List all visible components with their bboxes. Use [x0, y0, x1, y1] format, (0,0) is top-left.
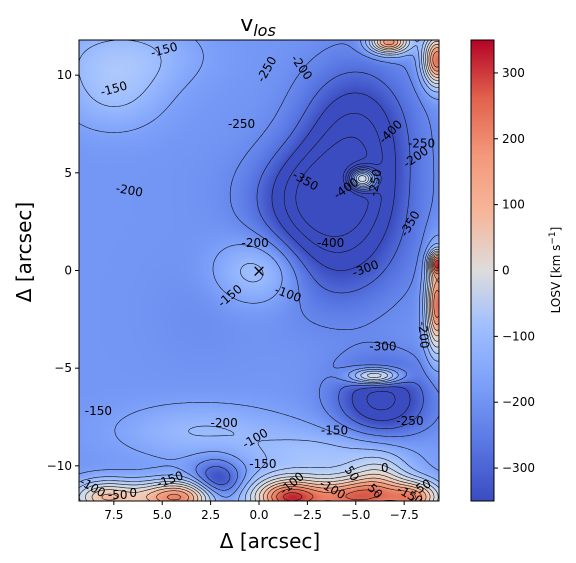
contour-label: -300 [369, 340, 396, 354]
y-tick-label: 10 [57, 68, 72, 82]
x-tick-label: 5.0 [153, 508, 172, 522]
x-tick-label: 0.0 [249, 508, 268, 522]
contour-label: -250 [396, 414, 423, 428]
contour-line [79, 40, 439, 501]
y-tick-label: −10 [47, 459, 72, 473]
contour-line [91, 40, 439, 501]
colorbar-tick-label: 0 [502, 264, 510, 278]
contour-line [79, 40, 439, 501]
contour-label: -150 [321, 424, 348, 438]
contour-line [205, 71, 424, 485]
contour-line [101, 40, 439, 501]
y-tick-label: −5 [54, 361, 72, 375]
contour-label: 0 [129, 486, 137, 500]
x-tick-label: 7.5 [104, 508, 123, 522]
chart-title: vlos [240, 12, 276, 40]
contour-label: -250 [366, 168, 385, 197]
contour-label: -150 [85, 404, 112, 418]
contour-line [276, 258, 439, 501]
y-tick-label: 0 [64, 264, 72, 278]
contour-label: -150 [99, 79, 129, 100]
contour-label: -200 [211, 416, 238, 430]
contour-label: -250 [228, 117, 255, 131]
contour-line [156, 40, 439, 501]
colorbar-tick-label: −100 [502, 329, 535, 343]
heatmap-image [79, 40, 439, 501]
contour-line [283, 113, 396, 411]
y-tick-label: 5 [64, 166, 72, 180]
x-tick-label: −2.5 [293, 508, 322, 522]
contour-line [271, 92, 411, 421]
contour-label: -50 [108, 488, 128, 502]
colorbar-tick-label: 200 [502, 132, 525, 146]
heatmap-area: -150-250 -200-150-250 -400 -250-200-200 -350… [79, 40, 439, 502]
contour-label: -200 [115, 181, 144, 200]
x-tick-label: −7.5 [390, 508, 419, 522]
x-axis: 7.5 5.0 2.5 0.0 −2.5 −5.0 −7.5 [104, 501, 419, 522]
y-axis: 10 5 0 −5 −10 [47, 68, 79, 473]
contour-label: -200 [242, 236, 269, 250]
contour-label: -250 [408, 137, 435, 151]
contour-label: -200 [415, 321, 431, 349]
contour-line [295, 136, 369, 237]
center-marker: × [252, 262, 266, 282]
colorbar-tick-label: −300 [502, 461, 535, 475]
colorbar-tick-label: 100 [502, 198, 525, 212]
contour-line [85, 40, 439, 501]
colorbar-ticks: 300 200 100 0 −100 −200 −300 [494, 66, 535, 475]
x-axis-title: Δ [arcsec] [220, 529, 320, 553]
colorbar-label: LOSV [km s−1] [548, 227, 563, 314]
colorbar-tick-label: 300 [502, 66, 525, 80]
contour-label: 0 [381, 461, 389, 475]
x-tick-label: −5.0 [341, 508, 370, 522]
y-axis-title: Δ [arcsec] [12, 202, 36, 302]
contour-label: -400 [317, 236, 344, 250]
colorbar-tick-label: −200 [502, 395, 535, 409]
contour-line [79, 40, 439, 501]
colorbar [470, 39, 495, 502]
contour-line [79, 40, 439, 498]
x-tick-label: 2.5 [201, 508, 220, 522]
contour-label: -150 [249, 457, 276, 471]
contour-line [195, 43, 439, 491]
